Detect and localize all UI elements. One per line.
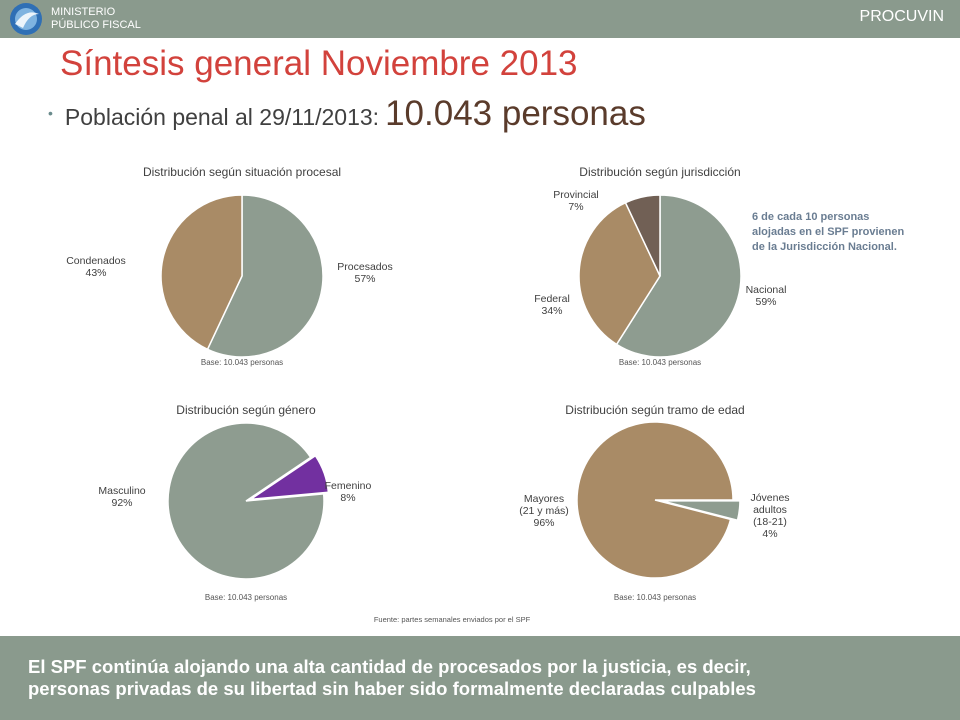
slice-name-label: (21 y más) bbox=[519, 505, 569, 517]
brand-label: PROCUVIN bbox=[859, 8, 944, 25]
slice-value-label: 59% bbox=[755, 296, 776, 308]
slice-name-label: Procesados bbox=[337, 261, 392, 273]
source-note: Fuente: partes semanales enviados por el… bbox=[374, 615, 531, 624]
footer-message: El SPF continúa alojando una alta cantid… bbox=[28, 656, 938, 700]
pie-slice bbox=[250, 454, 330, 501]
slice-value-label: 8% bbox=[340, 492, 355, 504]
slice-value-label: 92% bbox=[111, 497, 132, 509]
chart-title: Distribución según tramo de edad bbox=[565, 403, 744, 417]
slice-name-label: Masculino bbox=[98, 485, 145, 497]
header-bar: MINISTERIO PÚBLICO FISCAL PROCUVIN bbox=[0, 0, 960, 38]
slice-value-label: 57% bbox=[354, 273, 375, 285]
pie-slice bbox=[160, 194, 243, 351]
chart-title: Distribución según situación procesal bbox=[143, 165, 341, 179]
population-line: • Población penal al 29/11/2013: 10.043 pe… bbox=[48, 94, 646, 134]
slice-value-label: 34% bbox=[541, 305, 562, 317]
ministry-line-1: MINISTERIO bbox=[51, 6, 116, 18]
pie-slice bbox=[615, 194, 742, 358]
ministry-logo-icon bbox=[10, 3, 42, 35]
page-title: Síntesis general Noviembre 2013 bbox=[60, 44, 578, 83]
pie-slice bbox=[206, 194, 324, 358]
slice-name-label: Jóvenes bbox=[750, 492, 789, 504]
slice-value-label: 4% bbox=[762, 528, 777, 540]
chart-base-note: Base: 10.043 personas bbox=[619, 358, 701, 367]
slice-value-label: 96% bbox=[533, 517, 554, 529]
jurisdiction-note: alojadas en el SPF provienen bbox=[752, 226, 904, 238]
pie-slice bbox=[576, 421, 734, 579]
jurisdiction-note: de la Jurisdicción Nacional. bbox=[752, 241, 897, 253]
footer-banner: El SPF continúa alojando una alta cantid… bbox=[0, 636, 960, 720]
footer-line-2: personas privadas de su libertad sin hab… bbox=[28, 678, 756, 699]
slice-name-label: Femenino bbox=[325, 480, 372, 492]
chart-title: Distribución según género bbox=[176, 403, 316, 417]
slice-name-label: (18-21) bbox=[753, 516, 787, 528]
ministry-name: MINISTERIO PÚBLICO FISCAL bbox=[51, 6, 141, 32]
chart-title: Distribución según jurisdicción bbox=[579, 165, 740, 179]
footer-line-1: El SPF continúa alojando una alta cantid… bbox=[28, 656, 751, 677]
chart-base-note: Base: 10.043 personas bbox=[205, 593, 287, 602]
jurisdiction-note: 6 de cada 10 personas bbox=[752, 211, 869, 223]
pie-slice bbox=[578, 201, 661, 346]
bullet-icon: • bbox=[48, 105, 53, 121]
slice-value-label: 43% bbox=[85, 267, 106, 279]
pie-slice bbox=[167, 422, 325, 580]
slice-name-label: Condenados bbox=[66, 255, 126, 267]
charts-area: Distribución según situación procesal Pro… bbox=[66, 165, 904, 624]
slice-name-label: Provincial bbox=[553, 189, 599, 201]
pie-slice bbox=[624, 194, 661, 277]
population-value: 10.043 personas bbox=[385, 94, 646, 133]
slice-name-label: Nacional bbox=[746, 284, 787, 296]
slice-value-label: 7% bbox=[568, 201, 583, 213]
chart-base-note: Base: 10.043 personas bbox=[614, 593, 696, 602]
ministry-line-2: PÚBLICO FISCAL bbox=[51, 19, 141, 31]
chart-base-note: Base: 10.043 personas bbox=[201, 358, 283, 367]
slice-name-label: Mayores bbox=[524, 493, 564, 505]
slice-name-label: Federal bbox=[534, 293, 570, 305]
population-label: Población penal al 29/11/2013: bbox=[64, 104, 380, 130]
pie-slice bbox=[661, 500, 741, 522]
slice-name-label: adultos bbox=[753, 504, 787, 516]
